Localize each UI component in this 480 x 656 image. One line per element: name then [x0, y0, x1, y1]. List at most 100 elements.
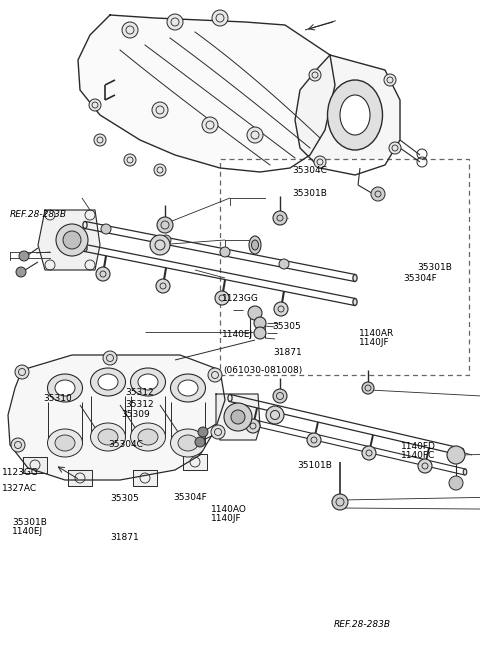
Polygon shape	[216, 394, 260, 440]
Circle shape	[63, 231, 81, 249]
Circle shape	[447, 446, 465, 464]
Text: 31871: 31871	[274, 348, 302, 358]
Ellipse shape	[353, 298, 357, 306]
Circle shape	[101, 224, 111, 234]
Circle shape	[152, 102, 168, 118]
Circle shape	[19, 251, 29, 261]
Circle shape	[254, 327, 266, 339]
Circle shape	[224, 403, 252, 431]
Text: 1140AO: 1140AO	[211, 504, 247, 514]
Circle shape	[96, 267, 110, 281]
Circle shape	[103, 351, 117, 365]
Text: 35301B: 35301B	[292, 189, 327, 198]
Text: 35301B: 35301B	[12, 518, 47, 527]
Ellipse shape	[463, 469, 467, 475]
Polygon shape	[78, 15, 335, 172]
Ellipse shape	[91, 423, 125, 451]
Text: 35305: 35305	[273, 322, 301, 331]
Circle shape	[307, 433, 321, 447]
Text: 35309: 35309	[121, 410, 150, 419]
Circle shape	[15, 365, 29, 379]
Circle shape	[274, 302, 288, 316]
Text: 35101B: 35101B	[298, 461, 333, 470]
Polygon shape	[183, 454, 207, 470]
Text: REF.28-283B: REF.28-283B	[10, 210, 67, 219]
Text: 35310: 35310	[43, 394, 72, 403]
Ellipse shape	[327, 80, 383, 150]
Circle shape	[56, 224, 88, 256]
Circle shape	[211, 425, 225, 439]
Ellipse shape	[178, 435, 198, 451]
Text: 1140JF: 1140JF	[359, 338, 390, 347]
Polygon shape	[133, 470, 157, 486]
Ellipse shape	[252, 240, 259, 250]
Ellipse shape	[178, 380, 198, 396]
Circle shape	[266, 406, 284, 424]
Circle shape	[157, 217, 173, 233]
Ellipse shape	[48, 374, 83, 402]
Circle shape	[154, 164, 166, 176]
Polygon shape	[23, 457, 47, 473]
Text: 1140EJ: 1140EJ	[12, 527, 43, 536]
Circle shape	[231, 410, 245, 424]
Ellipse shape	[98, 374, 118, 390]
Circle shape	[332, 494, 348, 510]
Circle shape	[161, 235, 171, 245]
Text: 35301B: 35301B	[418, 263, 453, 272]
Circle shape	[273, 389, 287, 403]
Circle shape	[247, 127, 263, 143]
Text: 1140EJ: 1140EJ	[222, 330, 253, 339]
Text: 1140JF: 1140JF	[211, 514, 242, 523]
Ellipse shape	[48, 429, 83, 457]
Text: 1140FC: 1140FC	[401, 451, 435, 461]
Text: 35304C: 35304C	[108, 440, 143, 449]
Text: 31871: 31871	[110, 533, 139, 543]
Circle shape	[94, 134, 106, 146]
Polygon shape	[295, 55, 400, 175]
Circle shape	[254, 317, 266, 329]
Ellipse shape	[249, 236, 261, 254]
Circle shape	[362, 446, 376, 460]
Circle shape	[198, 427, 208, 437]
Circle shape	[314, 156, 326, 168]
Text: 35312: 35312	[126, 400, 155, 409]
Circle shape	[279, 259, 289, 269]
Text: 1140FD: 1140FD	[401, 441, 436, 451]
Ellipse shape	[340, 95, 370, 135]
Circle shape	[195, 437, 205, 447]
Ellipse shape	[98, 429, 118, 445]
Circle shape	[389, 142, 401, 154]
Ellipse shape	[170, 429, 205, 457]
Text: (061030-081008): (061030-081008)	[223, 366, 302, 375]
Ellipse shape	[138, 374, 158, 390]
Circle shape	[384, 74, 396, 86]
Text: 1327AC: 1327AC	[2, 483, 37, 493]
Circle shape	[16, 267, 26, 277]
Polygon shape	[8, 355, 225, 480]
Circle shape	[449, 476, 463, 490]
Text: 35305: 35305	[110, 494, 139, 503]
Circle shape	[202, 117, 218, 133]
Ellipse shape	[131, 368, 166, 396]
Circle shape	[124, 154, 136, 166]
Circle shape	[156, 279, 170, 293]
Circle shape	[167, 14, 183, 30]
Text: 35304C: 35304C	[292, 166, 327, 175]
Text: 1123GG: 1123GG	[2, 468, 39, 477]
Text: 35304F: 35304F	[173, 493, 206, 502]
Text: 35304F: 35304F	[403, 274, 437, 283]
Circle shape	[150, 235, 170, 255]
Circle shape	[122, 22, 138, 38]
Ellipse shape	[460, 449, 464, 455]
Circle shape	[89, 99, 101, 111]
Text: 1140AR: 1140AR	[359, 329, 394, 338]
Circle shape	[362, 382, 374, 394]
Circle shape	[215, 291, 229, 305]
Text: 35312: 35312	[126, 388, 155, 397]
Circle shape	[418, 459, 432, 473]
Ellipse shape	[55, 435, 75, 451]
Text: REF.28-283B: REF.28-283B	[334, 620, 391, 629]
Circle shape	[309, 69, 321, 81]
Circle shape	[273, 211, 287, 225]
Circle shape	[11, 438, 25, 452]
